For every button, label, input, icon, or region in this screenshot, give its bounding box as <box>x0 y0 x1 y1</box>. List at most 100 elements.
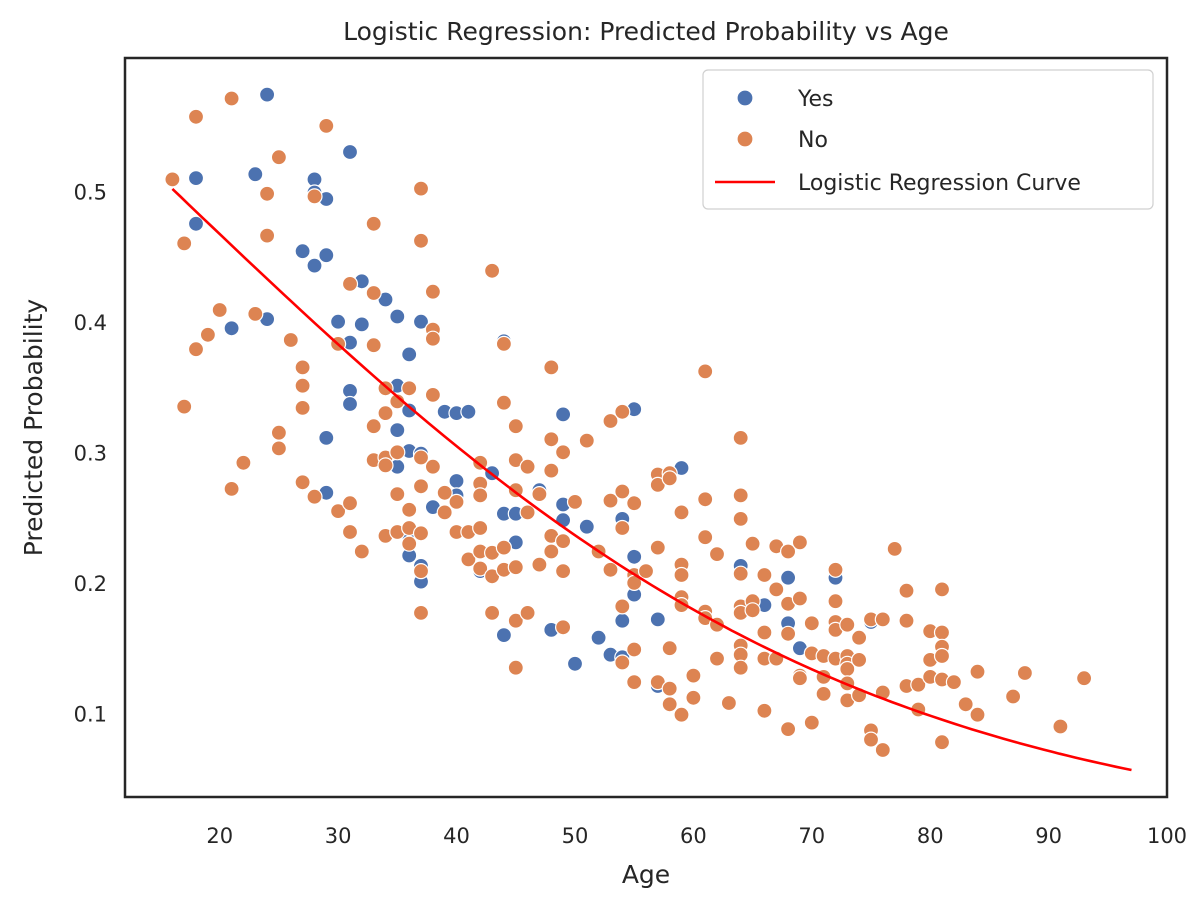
point-no <box>424 458 441 475</box>
point-no <box>850 629 868 646</box>
point-no <box>673 504 690 521</box>
point-no <box>306 188 323 205</box>
point-no <box>199 326 216 343</box>
point-no <box>389 444 406 461</box>
point-no <box>318 117 335 135</box>
point-no <box>898 612 915 629</box>
point-yes <box>389 422 406 439</box>
point-no <box>1052 718 1069 735</box>
point-no <box>708 545 726 563</box>
point-yes <box>223 320 240 337</box>
point-no <box>412 232 430 249</box>
point-no <box>554 562 572 580</box>
point-no <box>1004 688 1022 705</box>
point-no <box>602 492 619 509</box>
point-no <box>827 593 844 610</box>
point-no <box>602 412 619 430</box>
point-no <box>756 566 773 584</box>
point-no <box>448 493 465 510</box>
point-no <box>554 532 572 550</box>
point-no <box>744 602 761 619</box>
point-yes <box>187 170 205 187</box>
point-no <box>697 363 714 380</box>
point-no <box>341 275 359 292</box>
point-no <box>933 581 951 598</box>
point-no <box>626 495 643 512</box>
x-tick-label: 60 <box>680 824 707 848</box>
point-no <box>839 616 856 633</box>
point-no <box>507 612 524 629</box>
point-no <box>614 654 631 671</box>
point-no <box>637 562 655 580</box>
point-no <box>436 504 453 521</box>
point-no <box>791 590 809 607</box>
point-yes <box>318 247 335 264</box>
point-no <box>720 694 738 712</box>
legend-label: Yes <box>797 87 834 112</box>
point-no <box>661 696 678 713</box>
point-no <box>1016 664 1034 682</box>
point-no <box>685 689 702 706</box>
point-no <box>910 676 927 693</box>
point-yes <box>247 166 264 183</box>
point-no <box>270 424 287 441</box>
point-no <box>377 405 394 422</box>
point-no <box>543 359 560 376</box>
point-yes <box>554 406 572 423</box>
y-tick-label: 0.2 <box>74 572 107 596</box>
point-no <box>436 484 453 501</box>
point-yes <box>614 612 631 629</box>
point-no <box>519 504 536 521</box>
legend-label: Logistic Regression Curve <box>798 171 1081 196</box>
point-no <box>661 470 678 487</box>
point-no <box>294 474 311 491</box>
point-no <box>424 283 441 300</box>
point-no <box>673 566 690 584</box>
point-no <box>294 359 311 376</box>
point-no <box>519 458 536 475</box>
point-no <box>306 488 323 505</box>
point-no <box>472 560 489 577</box>
point-no <box>235 454 252 471</box>
point-no <box>803 615 820 632</box>
y-tick-label: 0.3 <box>74 442 107 466</box>
point-no <box>566 493 584 510</box>
y-axis: 0.1 0.2 0.3 0.4 0.5 <box>74 181 107 727</box>
point-no <box>377 457 394 474</box>
point-no <box>365 418 382 435</box>
point-yes <box>318 429 335 446</box>
point-no <box>732 510 749 528</box>
point-no <box>933 734 951 751</box>
point-no <box>732 565 749 582</box>
x-tick-label: 70 <box>798 824 825 848</box>
logistic-regression-curve <box>171 187 1132 772</box>
point-no <box>519 604 536 622</box>
point-no <box>507 659 524 676</box>
point-no <box>969 706 986 723</box>
point-no <box>850 651 868 669</box>
point-no <box>803 714 820 731</box>
point-yes <box>495 626 512 644</box>
legend: Yes No Logistic Regression Curve <box>702 69 1154 210</box>
point-no <box>933 624 951 641</box>
point-no <box>341 495 359 512</box>
point-no <box>460 551 477 568</box>
point-no <box>732 659 749 676</box>
point-no <box>791 670 809 687</box>
point-no <box>495 335 512 352</box>
point-no <box>223 90 240 107</box>
point-no <box>874 741 891 759</box>
point-no <box>389 486 406 503</box>
point-no <box>874 611 891 628</box>
point-no <box>602 561 619 578</box>
point-no <box>495 394 512 411</box>
point-yes <box>187 215 205 232</box>
point-no <box>756 624 773 641</box>
point-no <box>898 582 915 599</box>
point-no <box>401 380 418 397</box>
legend-box <box>702 69 1154 210</box>
point-no <box>365 337 382 354</box>
chart-title: Logistic Regression: Predicted Probabili… <box>343 17 949 46</box>
point-no <box>424 386 441 403</box>
